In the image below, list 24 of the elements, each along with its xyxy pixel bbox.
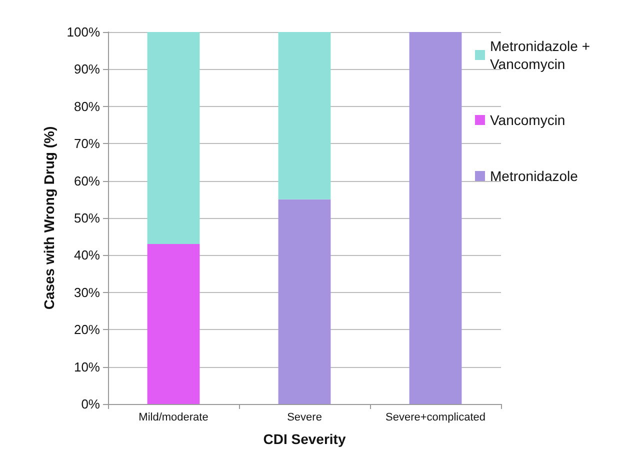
y-tick-label: 0% xyxy=(81,396,100,412)
y-tick-label: 20% xyxy=(74,322,100,338)
bar xyxy=(278,32,331,200)
x-tick-label: Severe+complicated xyxy=(386,412,486,424)
y-tick-label: 30% xyxy=(74,284,100,300)
y-tick-label: 80% xyxy=(74,98,100,114)
y-tick-label: 40% xyxy=(74,248,100,263)
y-tick-label: 50% xyxy=(74,210,100,226)
y-tick-label: 100% xyxy=(66,24,100,40)
y-tick-label: 60% xyxy=(74,173,100,188)
legend-label: Metronidazole xyxy=(490,168,578,184)
y-tick-label: 10% xyxy=(74,359,100,374)
y-axis-title: Cases with Wrong Drug (%) xyxy=(40,126,57,310)
bar xyxy=(409,32,462,404)
bar xyxy=(278,199,331,404)
y-tick-label: 70% xyxy=(74,136,100,152)
legend-label: Metronidazole + Vancomycin xyxy=(490,38,594,72)
bar xyxy=(147,244,200,404)
bar xyxy=(147,32,200,244)
x-axis-title: CDI Severity xyxy=(263,431,346,447)
x-tick-label: Mild/moderate xyxy=(138,412,208,424)
legend-label: Vancomycin xyxy=(490,112,566,128)
y-tick-label: 90% xyxy=(74,62,100,77)
x-tick-label: Severe xyxy=(287,412,322,424)
